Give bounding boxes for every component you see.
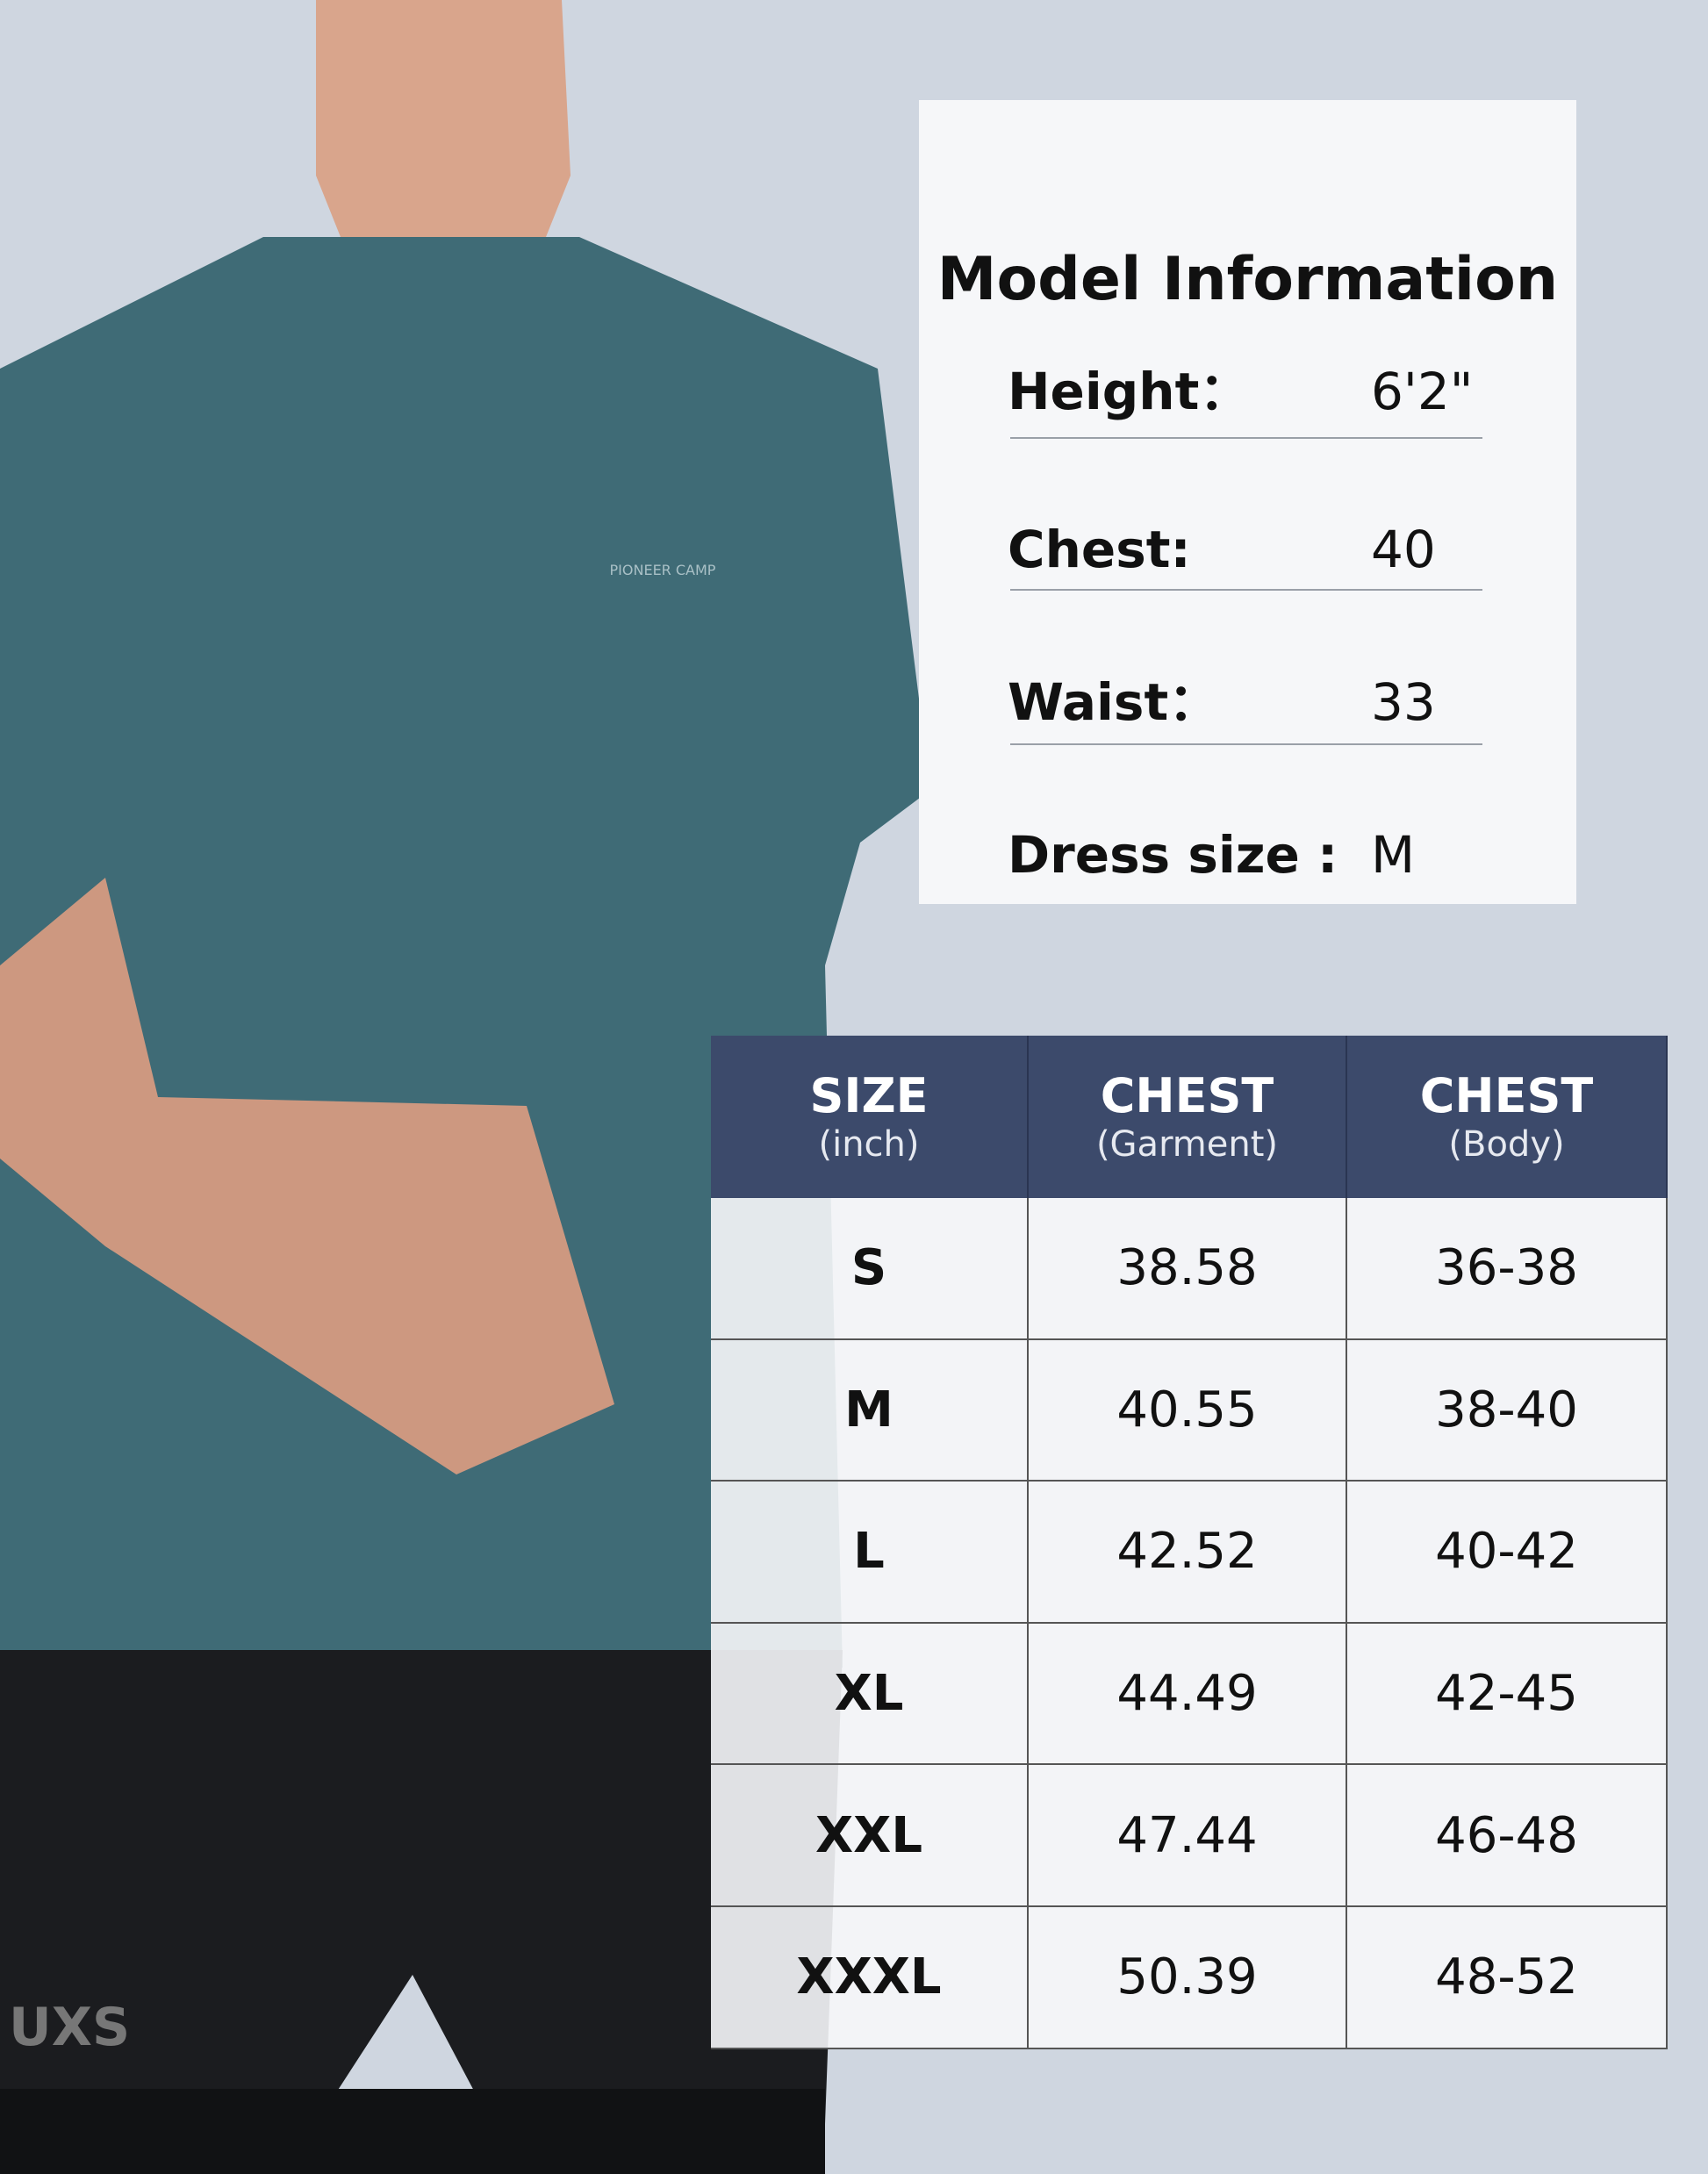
table-cell: 50.39 — [1029, 1907, 1347, 2049]
column-title: CHEST — [1100, 1067, 1274, 1123]
model-info-title: Model Information — [937, 245, 1559, 314]
table-cell: L — [711, 1482, 1029, 1624]
column-title: CHEST — [1419, 1067, 1594, 1123]
model-info-label: Height： — [1008, 362, 1251, 421]
table-cell: 47.44 — [1029, 1765, 1347, 1907]
model-info-value: 40 — [1371, 520, 1436, 579]
model-info-row: Dress size : M — [919, 820, 1576, 890]
head — [316, 0, 571, 263]
table-cell: 38.58 — [1029, 1198, 1347, 1340]
column-unit: (Body) — [1448, 1123, 1565, 1165]
shorts — [0, 1650, 843, 2124]
column-header: SIZE (inch) — [711, 1036, 1029, 1198]
model-info-label: Waist： — [1008, 672, 1220, 732]
table-cell: XXL — [711, 1765, 1029, 1907]
model-info-panel: Model Information Height： 6'2" Chest: 40 Wai… — [919, 100, 1576, 904]
table-cell: 40.55 — [1029, 1339, 1347, 1482]
model-info-value: 33 — [1371, 672, 1436, 732]
divider — [1010, 589, 1482, 591]
table-cell: 42-45 — [1347, 1623, 1668, 1766]
table-cell: XXXL — [711, 1907, 1029, 2049]
model-info-row: Chest: 40 — [919, 514, 1576, 585]
model-info-value: 6'2" — [1371, 362, 1474, 421]
table-cell: 46-48 — [1347, 1765, 1668, 1907]
column-unit: (Garment) — [1095, 1123, 1279, 1165]
table-cell: M — [711, 1339, 1029, 1482]
column-header: CHEST (Garment) — [1029, 1036, 1347, 1198]
shirt-logo: PIONEER CAMP — [610, 562, 716, 578]
column-header: CHEST (Body) — [1347, 1036, 1668, 1198]
table-cell: 48-52 — [1347, 1907, 1668, 2049]
arms — [0, 878, 614, 1474]
model-info-label: Chest: — [1008, 520, 1191, 579]
model-info-row: Waist： 33 — [919, 667, 1576, 737]
model-info-row: Height： 6'2" — [919, 356, 1576, 427]
table-cell: 44.49 — [1029, 1623, 1347, 1766]
column-unit: (inch) — [818, 1123, 920, 1165]
model-info-value: M — [1371, 825, 1416, 885]
shorts-logo: UXS — [9, 1997, 130, 2058]
divider — [1010, 437, 1482, 439]
model-info-label: Dress size : — [1008, 825, 1338, 885]
divider — [1010, 743, 1482, 745]
table-cell: S — [711, 1198, 1029, 1340]
table-cell: 38-40 — [1347, 1339, 1668, 1482]
column-title: SIZE — [809, 1067, 929, 1123]
table-cell: 42.52 — [1029, 1482, 1347, 1624]
table-cell: XL — [711, 1623, 1029, 1766]
leggings — [0, 2089, 825, 2174]
table-cell: 40-42 — [1347, 1482, 1668, 1624]
table-cell: 36-38 — [1347, 1198, 1668, 1340]
